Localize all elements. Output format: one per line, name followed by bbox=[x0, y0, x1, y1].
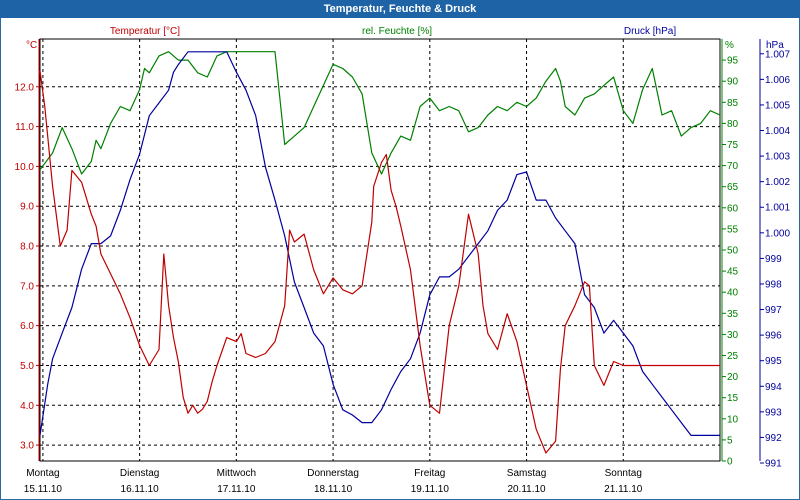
humidity-line bbox=[39, 51, 721, 175]
humidity-tick-label: 60 bbox=[727, 203, 739, 214]
humidity-tick-label: 50 bbox=[727, 246, 739, 257]
x-date-label: 21.11.10 bbox=[604, 484, 643, 495]
pressure-axis-title: Druck [hPa] bbox=[624, 26, 676, 37]
x-date-label: 20.11.10 bbox=[507, 484, 546, 495]
x-day-label: Montag bbox=[26, 468, 59, 479]
humidity-tick-label: 10 bbox=[727, 414, 739, 425]
temperature-tick-label: 8.0 bbox=[20, 242, 34, 253]
temperature-axis-title: Temperatur [°C] bbox=[110, 26, 180, 37]
pressure-tick-label: 1.007 bbox=[765, 49, 790, 60]
window-title: Temperatur, Feuchte & Druck bbox=[323, 3, 477, 15]
pressure-tick-label: 1.003 bbox=[765, 152, 790, 163]
pressure-tick-label: 994 bbox=[765, 382, 782, 393]
pressure-tick-label: 1.001 bbox=[765, 203, 790, 214]
pressure-tick-label: 992 bbox=[765, 433, 782, 444]
humidity-tick-label: 30 bbox=[727, 330, 739, 341]
temperature-tick-label: 10.0 bbox=[15, 162, 35, 173]
pressure-tick-label: 1.002 bbox=[765, 177, 790, 188]
pressure-tick-label: 999 bbox=[765, 254, 782, 265]
x-day-label: Dienstag bbox=[120, 468, 159, 479]
temperature-tick-label: 5.0 bbox=[20, 361, 34, 372]
temperature-line bbox=[39, 70, 720, 454]
humidity-tick-label: 85 bbox=[727, 98, 739, 109]
humidity-tick-label: 55 bbox=[727, 224, 739, 235]
pressure-tick-label: 998 bbox=[765, 279, 782, 290]
x-date-label: 17.11.10 bbox=[217, 484, 256, 495]
humidity-tick-label: 80 bbox=[727, 119, 739, 130]
temperature-tick-label: 4.0 bbox=[20, 401, 34, 412]
pressure-tick-label: 1.005 bbox=[765, 100, 790, 111]
humidity-tick-label: 45 bbox=[727, 267, 739, 278]
plot-area bbox=[39, 38, 721, 462]
temperature-axis-unit: °C bbox=[26, 40, 37, 51]
title-bar: Temperatur, Feuchte & Druck bbox=[0, 0, 800, 18]
temperature-tick-label: 3.0 bbox=[20, 441, 34, 452]
humidity-tick-label: 35 bbox=[727, 309, 739, 320]
pressure-tick-label: 1.006 bbox=[765, 75, 790, 86]
temperature-tick-label: 9.0 bbox=[20, 202, 34, 213]
humidity-tick-label: 15 bbox=[727, 393, 739, 404]
x-day-label: Mittwoch bbox=[217, 468, 256, 479]
temperature-tick-label: 11.0 bbox=[15, 122, 34, 133]
x-date-label: 15.11.10 bbox=[24, 484, 63, 495]
humidity-tick-label: 90 bbox=[727, 77, 739, 88]
humidity-tick-label: 95 bbox=[727, 56, 739, 67]
temperature-tick-label: 6.0 bbox=[20, 321, 34, 332]
x-day-label: Donnerstag bbox=[307, 468, 359, 479]
pressure-line bbox=[39, 51, 720, 436]
humidity-tick-label: 40 bbox=[727, 288, 739, 299]
humidity-tick-label: 0 bbox=[727, 457, 733, 468]
temperature-tick-label: 7.0 bbox=[20, 281, 34, 292]
humidity-tick-label: 25 bbox=[727, 351, 739, 362]
humidity-tick-label: 75 bbox=[727, 140, 739, 151]
humidity-tick-label: 70 bbox=[727, 161, 739, 172]
temperature-tick-label: 12.0 bbox=[15, 82, 35, 93]
pressure-tick-label: 991 bbox=[765, 459, 782, 470]
humidity-tick-label: 65 bbox=[727, 182, 739, 193]
humidity-axis-title: rel. Feuchte [%] bbox=[362, 26, 432, 37]
humidity-axis-unit: % bbox=[725, 40, 734, 51]
x-day-label: Freitag bbox=[414, 468, 445, 479]
pressure-tick-label: 993 bbox=[765, 407, 782, 418]
x-date-label: 19.11.10 bbox=[411, 484, 450, 495]
x-day-label: Sonntag bbox=[605, 468, 642, 479]
x-date-label: 16.11.10 bbox=[121, 484, 160, 495]
humidity-tick-label: 5 bbox=[727, 435, 733, 446]
pressure-tick-label: 997 bbox=[765, 305, 782, 316]
pressure-tick-label: 1.004 bbox=[765, 126, 790, 137]
pressure-tick-label: 995 bbox=[765, 356, 782, 367]
x-day-label: Samstag bbox=[507, 468, 546, 479]
pressure-tick-label: 1.000 bbox=[765, 228, 790, 239]
pressure-tick-label: 996 bbox=[765, 331, 782, 342]
humidity-tick-label: 20 bbox=[727, 372, 739, 383]
pressure-axis-unit: hPa bbox=[766, 40, 784, 51]
x-date-label: 18.11.10 bbox=[314, 484, 353, 495]
